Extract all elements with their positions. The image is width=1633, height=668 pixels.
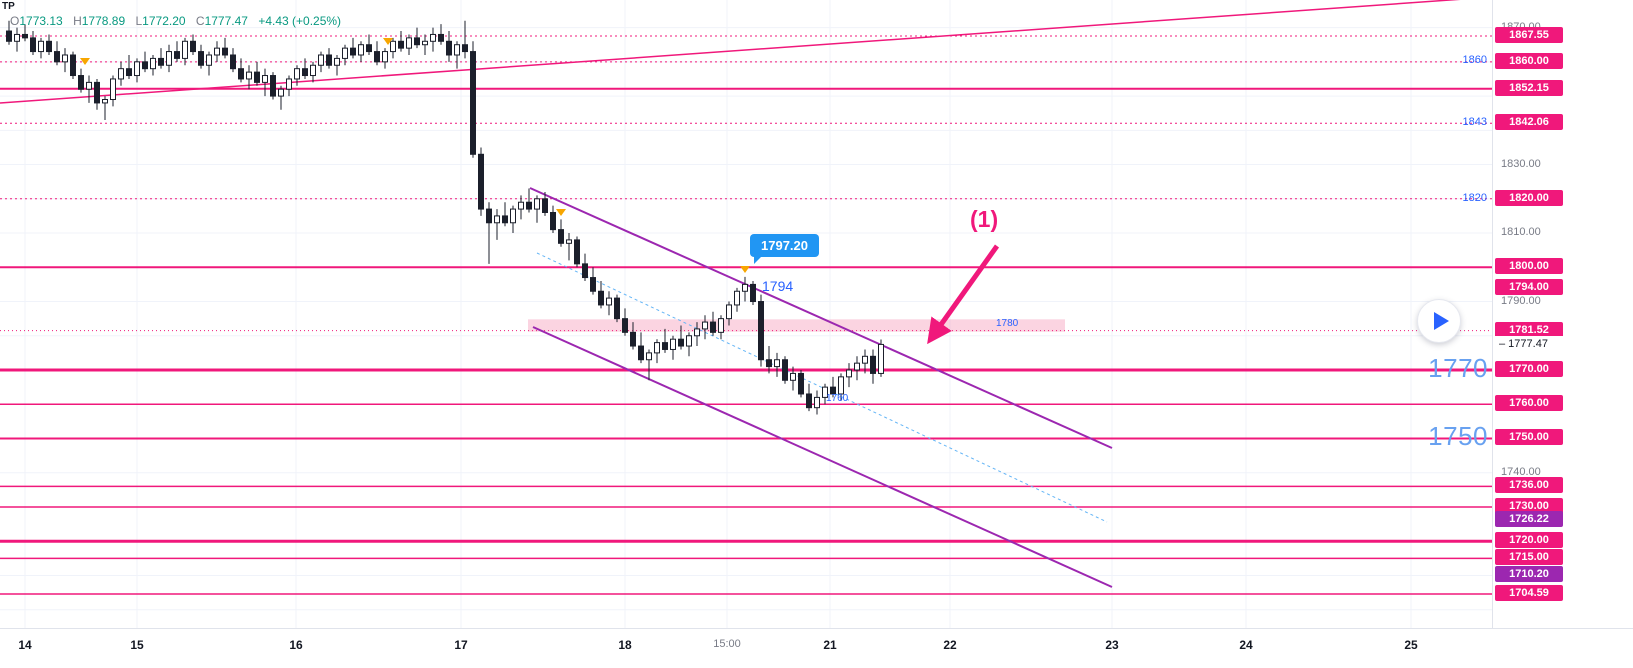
price-level-badge: 1770.00 xyxy=(1495,361,1563,377)
line-label-1794: 1794 xyxy=(762,278,794,294)
time-axis-tick: 14 xyxy=(18,638,32,652)
price-level-badge: 1704.59 xyxy=(1495,584,1563,601)
level-label-1770: 1770 xyxy=(1428,353,1488,383)
arrow-drawing[interactable] xyxy=(927,244,1000,345)
time-axis-tick: 17 xyxy=(454,638,468,652)
close-label: C xyxy=(195,14,205,28)
price-axis-label: 1830.00 xyxy=(1501,157,1541,170)
time-axis-tick: 22 xyxy=(943,638,957,652)
price-callout: 1797.20 xyxy=(750,234,819,264)
time-axis[interactable]: 14 15 16 17 18 15:00 21 22 23 24 25 xyxy=(0,628,1633,668)
level-label-1750: 1750 xyxy=(1428,421,1488,451)
open-label: O xyxy=(10,14,20,28)
change-value: +4.43 (+0.25%) xyxy=(258,14,342,28)
line-label-1760: 1760 xyxy=(826,393,849,404)
close-value: 1777.47 xyxy=(204,14,248,28)
price-level-badge: 1781.52 xyxy=(1495,321,1563,338)
candlestick-chart xyxy=(0,0,1492,628)
price-level-badge: 1710.20 xyxy=(1495,565,1563,582)
price-axis[interactable]: 1870.001830.001810.001790.001740.001867.… xyxy=(1492,0,1633,628)
zone-label-1780: 1780 xyxy=(996,318,1019,329)
time-axis-tick: 21 xyxy=(823,638,837,652)
current-price-label: – 1777.47 xyxy=(1495,336,1569,353)
price-level-badge: 1860.00 xyxy=(1495,52,1563,69)
low-value: 1772.20 xyxy=(142,14,186,28)
time-axis-tick: 15 xyxy=(130,638,144,652)
open-value: 1773.13 xyxy=(19,14,63,28)
time-axis-tick: 24 xyxy=(1239,638,1253,652)
price-level-badge: 1760.00 xyxy=(1495,395,1563,412)
low-label: L xyxy=(135,14,143,28)
price-level-badge: 1720.00 xyxy=(1495,532,1563,549)
price-level-badge: 1794.00 xyxy=(1495,278,1563,295)
horizontal-levels[interactable] xyxy=(0,35,1492,595)
time-axis-tick: 16 xyxy=(289,638,303,652)
channel-lower-line xyxy=(532,326,1113,588)
grid-lines xyxy=(0,0,1492,628)
ohlc-legend: O1773.13 H1778.89 L1772.20 C1777.47 +4.4… xyxy=(10,14,341,28)
price-level-badge: 1820.00 xyxy=(1495,189,1563,206)
chart-pane[interactable]: TP O1773.13 H1778.89 L1772.20 C1777.47 +… xyxy=(0,0,1492,628)
time-axis-tick: 25 xyxy=(1404,638,1418,652)
symbol-text-partial: TP xyxy=(2,1,15,12)
scroll-to-realtime-button[interactable] xyxy=(1417,299,1461,343)
price-level-badge: 1842.06 xyxy=(1495,114,1563,131)
price-level-badge: 1730.00 xyxy=(1495,497,1563,514)
price-level-badge: 1736.00 xyxy=(1495,477,1563,494)
price-axis-label: 1740.00 xyxy=(1501,465,1541,478)
line-label-1860: 1860 xyxy=(1462,54,1487,66)
price-axis-label: 1790.00 xyxy=(1501,294,1541,307)
line-label-1843: 1843 xyxy=(1462,116,1487,128)
line-label-1820: 1820 xyxy=(1462,192,1487,204)
time-axis-tick: 18 xyxy=(618,638,632,652)
price-level-badge: 1800.00 xyxy=(1495,258,1563,275)
price-axis-label: 1810.00 xyxy=(1501,226,1541,239)
high-value: 1778.89 xyxy=(81,14,126,28)
price-level-badge: 1750.00 xyxy=(1495,429,1563,446)
price-level-badge: 1726.22 xyxy=(1495,510,1563,527)
price-level-badge: 1852.15 xyxy=(1495,79,1563,96)
price-level-badge: 1867.55 xyxy=(1495,26,1563,43)
time-axis-tick: 23 xyxy=(1105,638,1119,652)
high-label: H xyxy=(73,14,82,28)
candles xyxy=(6,20,884,415)
wave-annotation[interactable]: (1) xyxy=(970,206,999,232)
time-axis-tick: 15:00 xyxy=(713,638,741,650)
signal-markers xyxy=(80,38,750,273)
price-level-badge: 1715.00 xyxy=(1495,549,1563,566)
support-zone[interactable] xyxy=(528,319,1065,332)
channel-upper-line xyxy=(529,187,1113,449)
play-icon xyxy=(1434,312,1449,330)
